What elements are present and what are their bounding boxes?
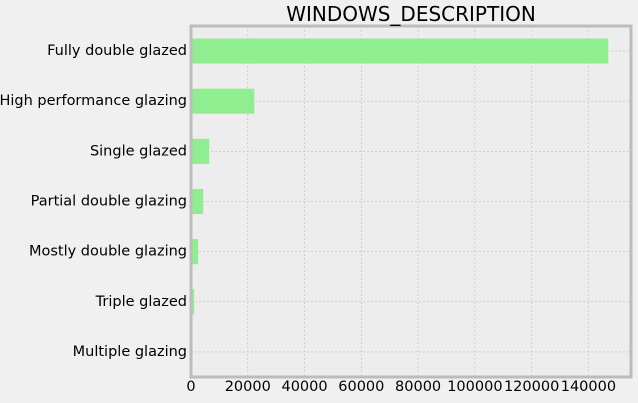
x-tick-label: 40000 — [281, 379, 327, 395]
x-tick-label: 20000 — [225, 379, 271, 395]
bar — [191, 239, 199, 265]
bar — [191, 138, 210, 164]
bar — [191, 38, 609, 64]
x-tick-labels: 0 20000 40000 60000 80000 100000 120000 140000 — [186, 379, 616, 395]
bars — [191, 38, 609, 365]
plot-frame — [189, 24, 633, 379]
x-tick-label: 0 — [186, 379, 195, 395]
chart-title: WINDOWS_DESCRIPTION — [286, 2, 536, 26]
y-tick-labels: Fully double glazed High performance glaz… — [0, 43, 187, 360]
bar — [191, 188, 204, 215]
x-tick-label: 60000 — [338, 379, 384, 395]
y-tick-label: Partial double glazing — [31, 194, 187, 210]
x-tick-label: 120000 — [504, 379, 559, 395]
y-tick-label: Single glazed — [90, 143, 187, 159]
x-tick-label: 140000 — [561, 379, 616, 395]
y-tick-label: Fully double glazed — [47, 43, 187, 59]
y-tick-label: High performance glazing — [0, 93, 187, 109]
y-tick-label: Triple glazed — [95, 294, 187, 310]
y-tick-label: Mostly double glazing — [29, 244, 187, 260]
x-tick-label: 80000 — [395, 379, 441, 395]
x-tick-label: 100000 — [447, 379, 502, 395]
bar — [191, 289, 195, 315]
y-tick-label: Multiple glazing — [73, 344, 187, 360]
bar — [191, 88, 255, 114]
